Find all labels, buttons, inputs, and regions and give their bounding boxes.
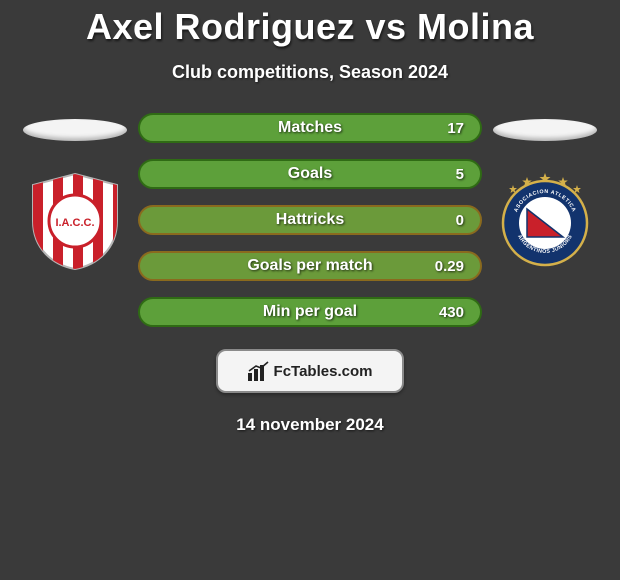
- page-subtitle: Club competitions, Season 2024: [0, 62, 620, 83]
- stat-value: 430: [439, 304, 464, 321]
- stat-label: Min per goal: [263, 303, 357, 321]
- iacc-shield-icon: I.A.C.C.: [25, 171, 125, 271]
- stat-bar-hattricks: Hattricks 0: [138, 205, 482, 235]
- page-title: Axel Rodriguez vs Molina: [0, 6, 620, 48]
- argentinos-juniors-badge-icon: ASOCIACION ATLETICA ARGENTINOS JUNIORS: [497, 171, 593, 267]
- right-player-col: ASOCIACION ATLETICA ARGENTINOS JUNIORS: [485, 113, 605, 267]
- stat-bar-goals: Goals 5: [138, 159, 482, 189]
- stats-column: Matches 17 Goals 5 Hattricks 0 Goals per match…: [135, 113, 485, 435]
- bar-chart-icon: [248, 361, 270, 381]
- comparison-card: Axel Rodriguez vs Molina Club competitio…: [0, 6, 620, 580]
- stat-label: Hattricks: [276, 211, 344, 229]
- stat-label: Goals per match: [247, 257, 372, 275]
- svg-text:I.A.C.C.: I.A.C.C.: [55, 217, 94, 229]
- stat-value: 0.29: [435, 258, 464, 275]
- stat-value: 5: [456, 166, 464, 183]
- stat-bar-min-per-goal: Min per goal 430: [138, 297, 482, 327]
- stat-value: 17: [447, 120, 464, 137]
- stat-label: Matches: [278, 119, 342, 137]
- brand-pill[interactable]: FcTables.com: [216, 349, 404, 393]
- left-player-ellipse: [23, 119, 127, 141]
- right-player-ellipse: [493, 119, 597, 141]
- date-text: 14 november 2024: [236, 415, 383, 435]
- right-club-logo: ASOCIACION ATLETICA ARGENTINOS JUNIORS: [497, 171, 593, 267]
- stat-label: Goals: [288, 165, 332, 183]
- stat-bar-goals-per-match: Goals per match 0.29: [138, 251, 482, 281]
- brand-text: FcTables.com: [274, 363, 373, 380]
- stat-value: 0: [456, 212, 464, 229]
- left-player-col: I.A.C.C.: [15, 113, 135, 271]
- stat-bar-matches: Matches 17: [138, 113, 482, 143]
- main-row: I.A.C.C. Matches 17 Goals 5 Hattricks 0 Goals …: [0, 113, 620, 435]
- left-club-logo: I.A.C.C.: [25, 171, 125, 271]
